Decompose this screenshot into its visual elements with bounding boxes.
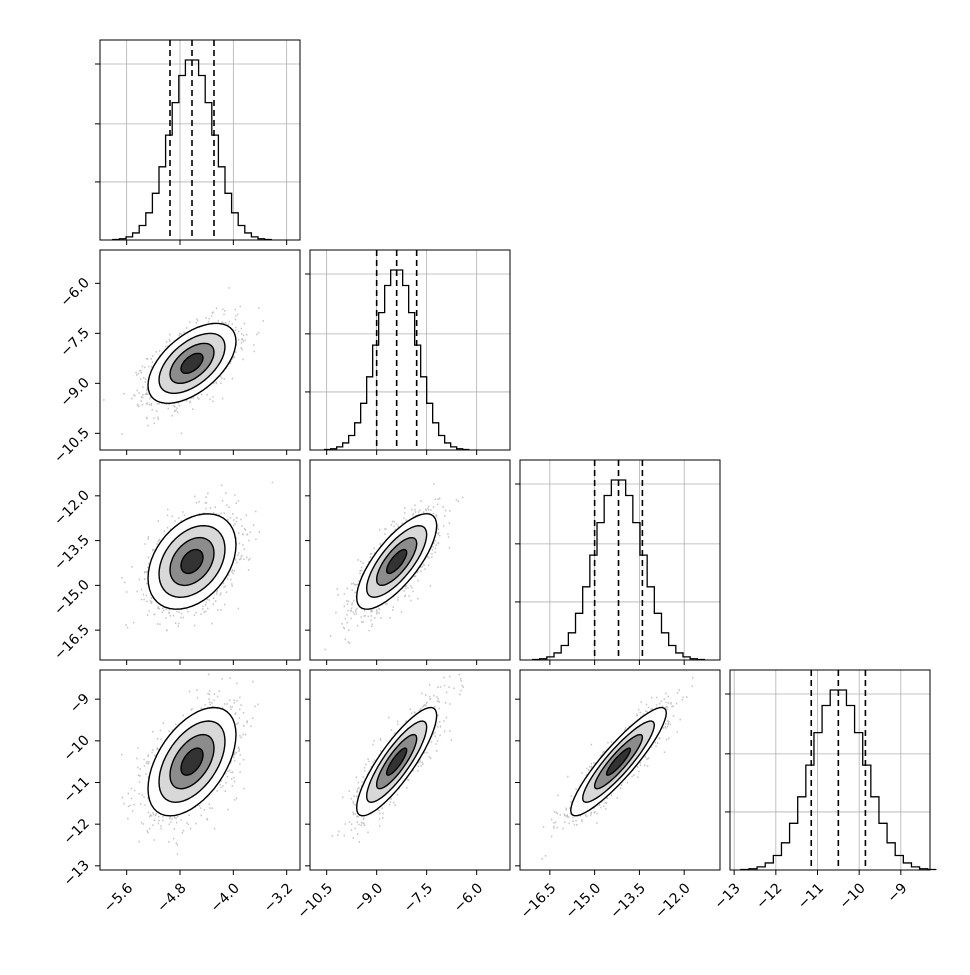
panel-frame [309,249,511,451]
x-tick-label: −11 [795,880,827,912]
contour-line-3 [180,548,204,575]
y-tick-label: −15.0 [51,577,93,619]
panel-frame [99,249,301,451]
x-tick-label: −13 [712,880,744,912]
panel-content [541,676,694,860]
panel-content [121,481,274,632]
density-fill-3 [181,748,203,776]
density-fill-3 [181,549,203,574]
contour-line-2 [169,733,215,790]
contour-line-1 [158,524,226,599]
panel-content [103,287,264,450]
y-tick-label: −11 [61,774,93,806]
x-tick-label: −6.0 [451,880,486,915]
density-fill-3 [386,549,407,574]
y-tick-label: −6.0 [57,275,92,310]
contour-line-1 [158,332,226,394]
contour-line-3 [180,352,204,374]
histogram-panel-3 [725,669,937,875]
contour-line-3 [180,747,204,776]
y-tick-label: −13 [61,857,93,889]
x-tick-label: −12.0 [652,880,694,922]
contour-line-1 [365,524,428,598]
x-tick-label: −4.8 [154,880,189,915]
contour-line-3 [385,747,408,776]
y-tick-label: −12.0 [51,487,93,529]
contour-line-1 [581,720,656,803]
y-tick-label: −12 [61,816,93,848]
contour-line-0 [355,706,438,817]
contour-line-0 [147,322,237,405]
panel-frame [729,669,931,871]
panel-frame [519,669,721,871]
x-tick-label: −4.0 [208,880,243,915]
contour-line-1 [365,720,428,804]
x-tick-label: −9.0 [351,880,386,915]
contour-line-2 [169,536,215,587]
x-tick-label: −5.6 [101,880,136,915]
x-tick-label: −9 [885,880,911,906]
panel-frame [99,669,301,871]
x-tick-label: −10.5 [295,880,337,922]
y-tick-label: −9 [67,691,93,717]
scatter-panel-2-1 [305,459,511,665]
panel-content [121,673,259,855]
scatter-panel-3-1 [305,669,511,875]
contour-line-3 [605,747,632,776]
y-tick-label: −7.5 [57,325,92,360]
x-tick-label: −13.5 [607,880,649,922]
scatter-panel-3-0 [95,669,301,875]
y-tick-label: −10.5 [51,425,93,467]
contour-line-0 [569,706,668,817]
x-tick-label: −15.0 [563,880,605,922]
y-tick-label: −10 [61,732,93,764]
panel-content [324,483,464,651]
density-fill-3 [606,748,631,776]
histogram-panel-0 [95,39,301,245]
scatter-panel-2-0 [95,459,301,665]
panel-frame [309,459,511,661]
x-tick-label: −3.2 [261,880,296,915]
x-tick-label: −10 [837,880,869,912]
x-tick-label: −16.5 [518,880,560,922]
scatter-panel-3-2 [515,669,721,875]
contour-line-2 [375,537,418,586]
x-tick-label: −12 [753,880,785,912]
y-tick-label: −9.0 [57,375,92,410]
contour-line-0 [147,706,237,817]
contour-line-2 [593,733,644,790]
scatter-panel-1-0 [95,249,301,455]
contour-line-1 [158,720,226,804]
y-tick-label: −16.5 [51,622,93,664]
contour-line-0 [147,513,237,610]
histogram-panel-1 [305,249,511,455]
y-tick-label: −13.5 [51,532,93,574]
panel-content [331,673,464,843]
contour-line-2 [375,733,418,790]
panel-frame [309,669,511,871]
density-fill-3 [181,353,203,374]
panel-frame [519,459,721,661]
x-tick-label: −7.5 [401,880,436,915]
contour-line-3 [385,548,408,575]
contour-line-0 [355,513,438,610]
density-fill-3 [386,748,407,776]
panel-frame [99,39,301,241]
panel-frame [99,459,301,661]
histogram-panel-2 [515,459,721,665]
contour-line-2 [169,342,215,384]
